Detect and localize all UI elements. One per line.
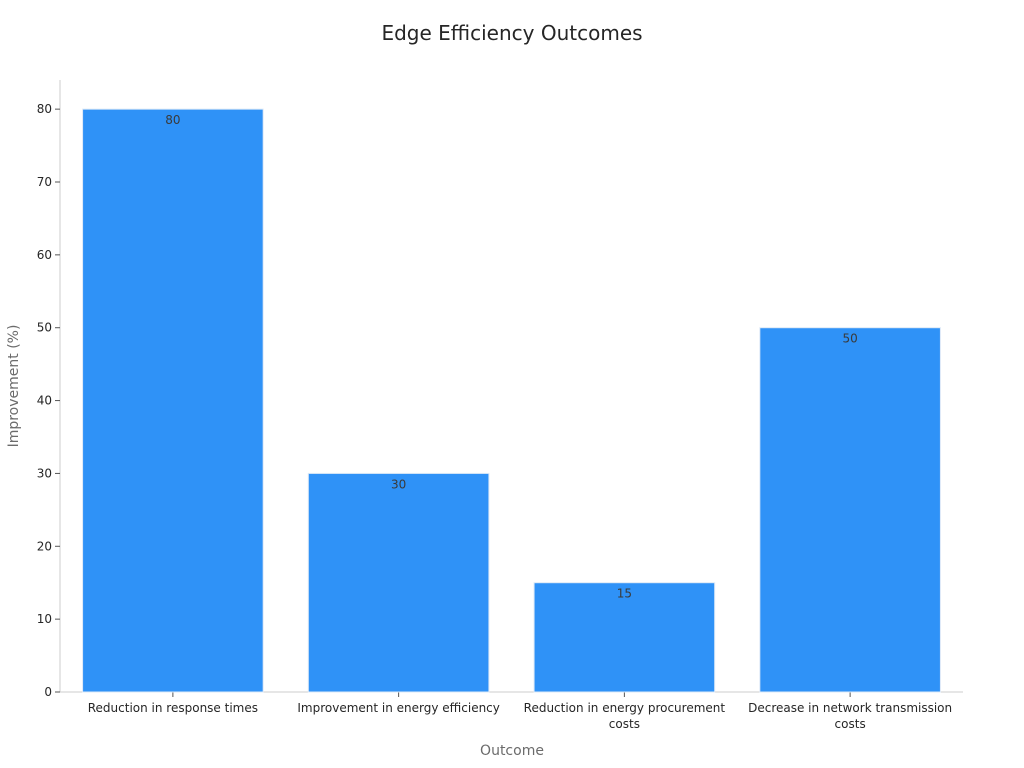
x-tick-label-line: costs [609, 717, 640, 731]
y-tick-label: 80 [37, 102, 52, 116]
y-tick-label: 50 [37, 321, 52, 335]
axes: 0 10 20 30 40 50 60 70 80 Reduction in response t… [37, 80, 963, 731]
bar [307, 472, 490, 693]
x-tick-label: Reduction in response times [88, 701, 258, 715]
bar-value-label: 30 [391, 477, 406, 491]
x-tick-label-line: costs [835, 717, 866, 731]
x-tick-label: Reduction in energy procurement costs [524, 701, 726, 731]
bar-value-label: 50 [842, 332, 857, 346]
bar [759, 327, 941, 693]
y-axis-title: Improvement (%) [6, 325, 22, 448]
x-tick-label: Decrease in network transmission costs [748, 701, 952, 731]
x-tick-label-line: Reduction in response times [88, 701, 258, 715]
y-tick-label: 30 [37, 466, 52, 480]
bar-value-label: 15 [617, 587, 632, 601]
y-tick-label: 10 [37, 612, 52, 626]
x-tick-label-line: Improvement in energy efficiency [297, 701, 500, 715]
bars [82, 108, 941, 693]
bar-value-label: 80 [165, 113, 180, 127]
x-tick-label-line: Decrease in network transmission [748, 701, 952, 715]
x-tick-label: Improvement in energy efficiency [297, 701, 500, 715]
y-tick-label: 70 [37, 175, 52, 189]
y-tick-label: 0 [44, 685, 52, 699]
x-axis-title: Outcome [480, 743, 544, 759]
y-tick-label: 20 [37, 539, 52, 553]
y-tick-label: 60 [37, 248, 52, 262]
x-tick-label-line: Reduction in energy procurement [524, 701, 726, 715]
bar [82, 108, 264, 693]
bar [533, 582, 716, 693]
y-tick-label: 40 [37, 394, 52, 408]
chart-title: Edge Efficiency Outcomes [381, 21, 642, 45]
data-labels: 80 30 15 50 [165, 113, 858, 601]
